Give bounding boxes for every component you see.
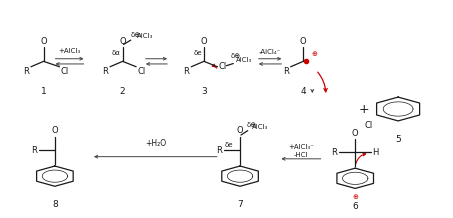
Text: R: R <box>102 67 108 77</box>
Text: 6: 6 <box>352 202 358 211</box>
Text: AlCl₃: AlCl₃ <box>252 124 269 130</box>
Text: O: O <box>119 37 126 46</box>
Text: 2: 2 <box>120 87 125 96</box>
Text: -HCl: -HCl <box>294 152 308 158</box>
Text: Cl: Cl <box>138 67 146 77</box>
Text: +AlCl₃: +AlCl₃ <box>58 48 80 54</box>
Text: O: O <box>201 37 207 46</box>
Text: Cl: Cl <box>364 121 372 129</box>
Text: δ⊕: δ⊕ <box>247 123 257 128</box>
Text: Cl: Cl <box>219 62 227 71</box>
FancyArrowPatch shape <box>212 64 217 68</box>
Text: ⊕: ⊕ <box>352 194 358 200</box>
Text: O: O <box>352 129 358 138</box>
Text: 1: 1 <box>41 87 47 96</box>
Text: R: R <box>217 146 222 155</box>
Text: O: O <box>300 37 307 46</box>
Text: R: R <box>183 67 189 77</box>
Text: 3: 3 <box>201 87 207 96</box>
Text: H: H <box>372 148 379 157</box>
Text: AlCl₃: AlCl₃ <box>236 57 253 63</box>
Text: 5: 5 <box>395 135 401 144</box>
Text: 4: 4 <box>300 87 306 96</box>
Text: Cl: Cl <box>61 67 69 77</box>
Text: 7: 7 <box>237 200 243 209</box>
Text: δ⊕: δ⊕ <box>231 53 241 59</box>
Text: ⊕: ⊕ <box>311 51 317 58</box>
Text: O: O <box>52 126 58 135</box>
Text: R: R <box>331 148 337 157</box>
Text: R: R <box>31 146 37 155</box>
Text: +H₂O: +H₂O <box>145 139 166 148</box>
Text: -AlCl₄⁻: -AlCl₄⁻ <box>259 49 281 55</box>
Text: +: + <box>359 102 370 116</box>
FancyArrowPatch shape <box>356 153 366 164</box>
Text: R: R <box>283 67 289 77</box>
Text: AlCl₃: AlCl₃ <box>137 33 153 39</box>
Text: δe: δe <box>225 142 233 148</box>
Text: 8: 8 <box>52 200 58 209</box>
Text: δe: δe <box>193 50 202 56</box>
Text: O: O <box>237 126 243 135</box>
Text: +AlCl₃⁻: +AlCl₃⁻ <box>288 144 314 150</box>
Text: O: O <box>40 37 47 46</box>
FancyArrowPatch shape <box>318 72 327 92</box>
Text: δ⊕: δ⊕ <box>131 32 141 38</box>
Text: δα: δα <box>111 50 120 56</box>
Text: R: R <box>23 67 29 77</box>
